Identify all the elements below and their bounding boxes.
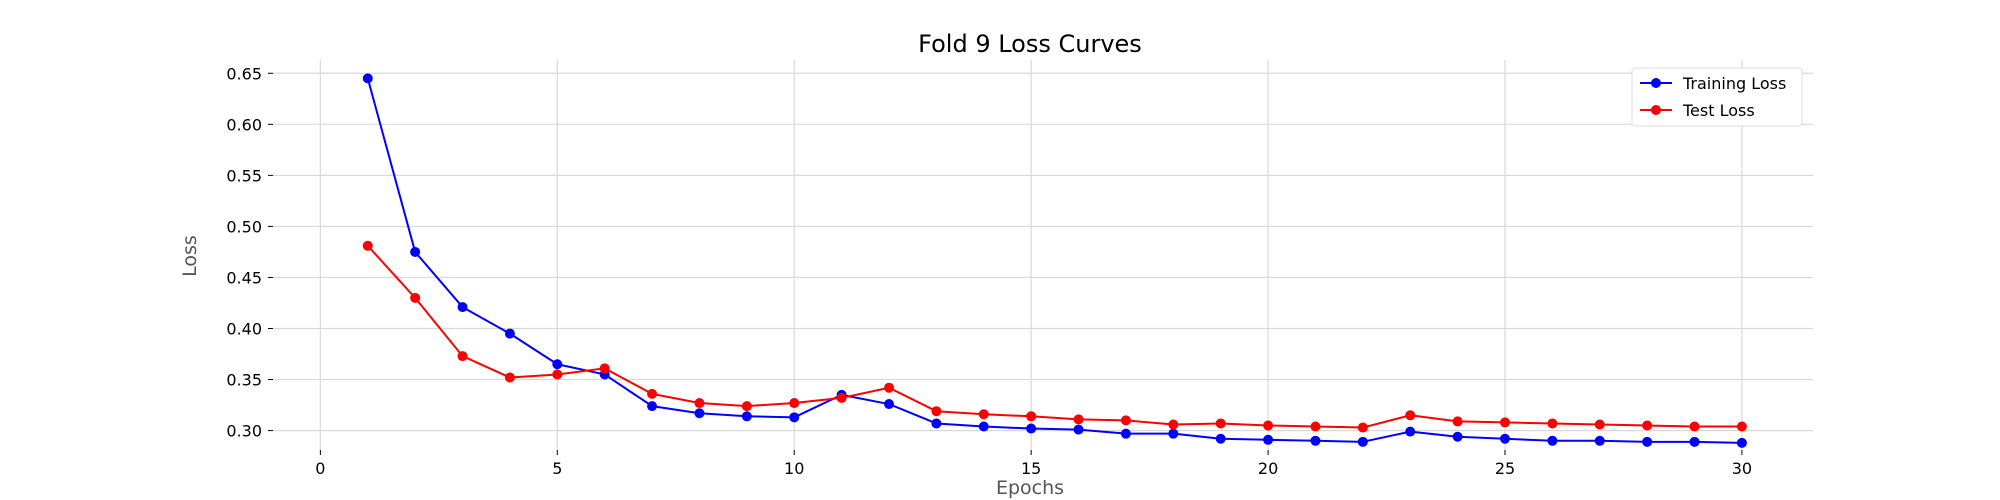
data-point-test-loss: [884, 382, 894, 393]
data-point-training-loss: [504, 328, 515, 339]
series-test-loss: [362, 240, 1747, 433]
data-point-test-loss: [1452, 416, 1463, 427]
axes: 0 5 10 15 20 25 30 0.30 0.35 0.40 0.45 0.50 0.55 0.60…: [226, 64, 1752, 478]
chart-title: Fold 9 Loss Curves: [918, 30, 1142, 58]
legend-frame: [1631, 67, 1803, 127]
grid: [273, 60, 1813, 450]
x-tick-label: 20: [1258, 459, 1278, 478]
data-point-test-loss: [1357, 422, 1368, 433]
data-point-training-loss: [1263, 434, 1274, 445]
x-tick-label: 15: [1021, 459, 1041, 478]
data-point-training-loss: [884, 399, 894, 410]
legend-item-test-loss: Test Loss: [1640, 101, 1755, 120]
data-point-test-loss: [410, 292, 421, 303]
y-tick-label: 0.55: [226, 166, 262, 185]
data-point-test-loss: [836, 392, 847, 403]
y-tick-label: 0.30: [226, 422, 262, 441]
data-point-test-loss: [1689, 421, 1700, 432]
data-point-test-loss: [741, 401, 752, 412]
x-axis-label: Epochs: [996, 477, 1064, 499]
data-point-training-loss: [647, 401, 658, 412]
data-point-test-loss: [931, 406, 942, 417]
data-point-test-loss: [789, 398, 800, 409]
y-tick-label: 0.45: [226, 268, 262, 287]
data-point-training-loss: [741, 411, 752, 422]
data-point-training-loss: [1642, 436, 1653, 447]
series-layer: [362, 73, 1747, 448]
data-point-test-loss: [1120, 415, 1131, 426]
y-tick-label: 0.35: [226, 371, 262, 390]
data-point-training-loss: [1073, 424, 1084, 435]
data-point-test-loss: [1310, 421, 1321, 432]
data-point-training-loss: [1168, 428, 1179, 439]
legend-item-training-loss: Training Loss: [1640, 74, 1786, 93]
data-point-test-loss: [1500, 417, 1510, 428]
data-point-training-loss: [410, 246, 421, 257]
data-point-test-loss: [1547, 418, 1558, 429]
y-tick-label: 0.50: [226, 217, 262, 236]
data-point-training-loss: [1547, 435, 1558, 446]
data-point-test-loss: [1168, 419, 1179, 430]
data-point-training-loss: [362, 73, 373, 84]
data-point-test-loss: [1026, 411, 1037, 422]
data-point-test-loss: [504, 372, 515, 383]
data-point-test-loss: [1642, 420, 1653, 431]
data-point-test-loss: [978, 409, 989, 420]
data-point-training-loss: [1736, 437, 1747, 448]
data-point-training-loss: [457, 302, 468, 313]
data-point-training-loss: [931, 418, 942, 429]
data-point-test-loss: [1405, 410, 1416, 421]
data-point-test-loss: [1263, 420, 1274, 431]
data-point-training-loss: [1500, 433, 1510, 444]
data-point-training-loss: [1594, 435, 1605, 446]
legend-label-training-loss: Training Loss: [1682, 74, 1786, 93]
data-point-training-loss: [552, 359, 563, 370]
data-point-test-loss: [457, 351, 468, 362]
data-point-test-loss: [1215, 418, 1226, 429]
data-point-training-loss: [1310, 435, 1321, 446]
data-point-training-loss: [1452, 431, 1463, 442]
data-point-test-loss: [1594, 419, 1605, 430]
legend-marker-test-loss: [1651, 105, 1661, 115]
data-point-test-loss: [647, 388, 658, 399]
data-point-training-loss: [1026, 423, 1037, 434]
series-line-training-loss: [366, 78, 1742, 444]
x-tick-label: 5: [552, 459, 562, 478]
data-point-test-loss: [552, 369, 563, 380]
y-tick-label: 0.65: [226, 64, 262, 83]
data-point-test-loss: [599, 363, 610, 374]
data-point-training-loss: [694, 408, 705, 419]
y-tick-label: 0.40: [226, 320, 262, 339]
data-point-test-loss: [694, 398, 705, 409]
y-tick-label: 0.60: [226, 115, 262, 134]
data-point-training-loss: [1405, 426, 1416, 437]
series-line-test-loss: [367, 245, 1742, 429]
data-point-test-loss: [1736, 421, 1747, 432]
data-point-training-loss: [1689, 436, 1700, 447]
legend-marker-training-loss: [1651, 78, 1661, 88]
legend: Training Loss Test Loss: [1631, 67, 1803, 127]
data-point-training-loss: [978, 421, 989, 432]
data-point-test-loss: [1073, 414, 1084, 425]
data-point-training-loss: [1215, 433, 1226, 444]
data-point-test-loss: [362, 240, 373, 251]
data-point-training-loss: [1357, 436, 1368, 447]
x-tick-label: 30: [1732, 459, 1752, 478]
data-point-training-loss: [1120, 428, 1131, 439]
legend-label-test-loss: Test Loss: [1682, 101, 1755, 120]
y-axis-label: Loss: [179, 235, 201, 277]
x-tick-label: 25: [1495, 459, 1515, 478]
series-training-loss: [362, 73, 1747, 448]
x-tick-label: 10: [784, 459, 804, 478]
data-point-training-loss: [789, 412, 800, 423]
x-tick-label: 0: [315, 459, 325, 478]
